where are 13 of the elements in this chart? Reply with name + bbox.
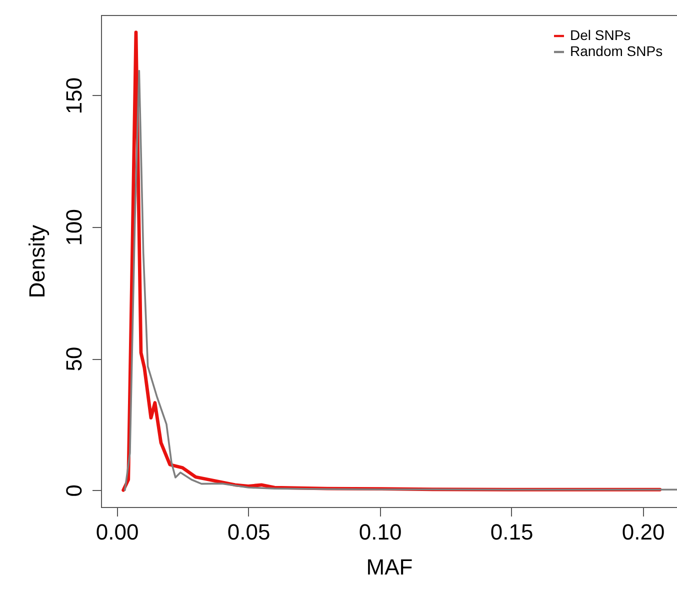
y-tick-label: 50 [62, 346, 86, 372]
legend-label: Del SNPs [570, 27, 631, 43]
x-tick-label: 0.20 [622, 520, 665, 544]
y-tick-label: 100 [62, 209, 86, 246]
x-tick-label: 0.10 [358, 520, 402, 544]
y-tick-label: 150 [62, 77, 86, 114]
x-tick-label: 0.05 [227, 520, 270, 544]
x-axis-title: MAF [366, 554, 413, 580]
legend-label: Random SNPs [570, 43, 663, 59]
x-tick-label: 0.15 [490, 520, 534, 544]
y-axis-title: Density [24, 224, 50, 298]
x-tick-label: 0.00 [96, 520, 139, 544]
y-tick-label: 0 [62, 484, 86, 497]
